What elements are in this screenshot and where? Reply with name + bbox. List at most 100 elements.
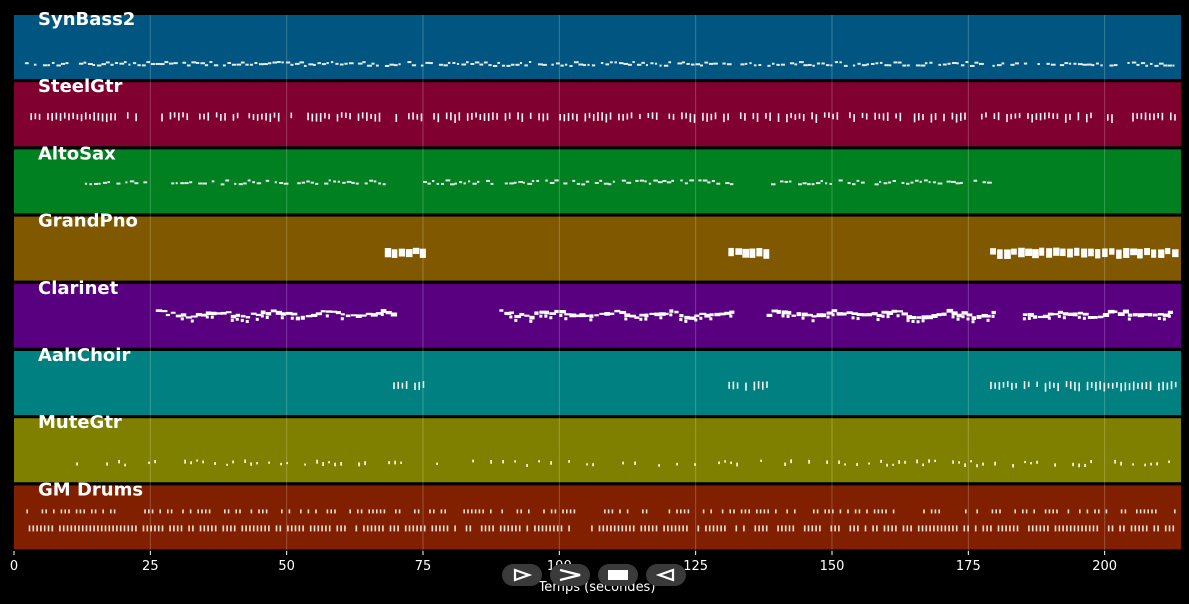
note xyxy=(328,525,331,532)
note xyxy=(201,509,203,514)
note xyxy=(330,509,333,514)
note xyxy=(766,313,773,317)
note xyxy=(704,61,709,64)
note xyxy=(294,62,300,65)
note xyxy=(923,509,925,514)
note xyxy=(1127,317,1131,321)
note xyxy=(42,64,48,67)
note xyxy=(97,112,100,121)
note xyxy=(63,112,66,119)
note xyxy=(1137,313,1145,318)
note xyxy=(951,180,956,183)
note xyxy=(1036,460,1038,464)
note xyxy=(915,179,919,182)
note xyxy=(677,62,683,65)
note xyxy=(340,317,344,321)
note xyxy=(592,463,594,467)
note xyxy=(644,525,646,532)
note xyxy=(1082,312,1089,316)
note xyxy=(627,63,632,66)
note xyxy=(549,525,551,532)
note xyxy=(265,509,268,514)
note xyxy=(384,248,392,258)
note xyxy=(119,525,122,532)
note xyxy=(321,525,323,532)
note xyxy=(769,112,771,121)
note xyxy=(749,62,752,65)
note xyxy=(1024,460,1026,464)
note xyxy=(64,509,67,514)
note xyxy=(803,64,808,67)
note xyxy=(790,112,792,119)
note xyxy=(647,112,650,119)
note xyxy=(256,462,258,465)
note xyxy=(1124,509,1127,514)
note xyxy=(1114,459,1116,464)
note xyxy=(68,509,70,514)
note xyxy=(761,381,764,390)
note xyxy=(471,509,473,514)
note xyxy=(313,525,316,532)
note xyxy=(740,509,743,514)
note xyxy=(964,463,966,467)
note xyxy=(315,182,319,185)
x-tick-label: 75 xyxy=(415,559,432,574)
note xyxy=(1143,509,1146,514)
note xyxy=(519,312,525,316)
note xyxy=(132,62,137,65)
note xyxy=(947,62,951,65)
note xyxy=(517,112,519,120)
note xyxy=(976,464,978,468)
play-button[interactable] xyxy=(502,564,542,586)
note xyxy=(268,461,270,464)
note xyxy=(143,181,148,184)
note xyxy=(1044,382,1047,392)
note xyxy=(414,509,416,514)
rewind-button[interactable] xyxy=(646,564,686,586)
note xyxy=(964,112,966,120)
note xyxy=(645,64,648,67)
note xyxy=(1036,381,1038,387)
note xyxy=(230,318,234,322)
note xyxy=(591,525,593,532)
note xyxy=(1157,525,1159,532)
note xyxy=(165,313,171,317)
note xyxy=(503,525,506,532)
note xyxy=(896,310,904,313)
note xyxy=(881,310,889,314)
note xyxy=(51,112,53,121)
note xyxy=(1039,113,1042,121)
track-label: MuteGtr xyxy=(38,412,122,433)
note xyxy=(125,181,128,184)
note xyxy=(41,509,44,514)
note xyxy=(781,310,788,315)
note xyxy=(398,63,401,66)
note xyxy=(1027,316,1031,320)
note xyxy=(895,113,897,119)
note xyxy=(1025,248,1033,256)
note xyxy=(1156,462,1158,466)
note xyxy=(1091,64,1095,67)
note xyxy=(1174,509,1176,514)
note xyxy=(265,179,270,182)
note xyxy=(821,62,825,65)
note xyxy=(411,64,417,67)
stop-button[interactable] xyxy=(598,564,638,586)
track-label: GM Drums xyxy=(38,479,143,500)
note xyxy=(1152,313,1158,317)
note xyxy=(622,461,624,465)
note xyxy=(501,64,506,67)
note xyxy=(610,525,612,532)
fast-forward-button[interactable] xyxy=(550,564,590,586)
note xyxy=(207,112,210,121)
note xyxy=(729,509,732,514)
note xyxy=(1043,112,1046,120)
note xyxy=(256,525,259,532)
note xyxy=(404,525,407,532)
note xyxy=(285,311,293,315)
note xyxy=(72,112,74,119)
note xyxy=(175,182,178,185)
note xyxy=(240,61,245,64)
note xyxy=(76,113,79,120)
note xyxy=(756,509,758,514)
